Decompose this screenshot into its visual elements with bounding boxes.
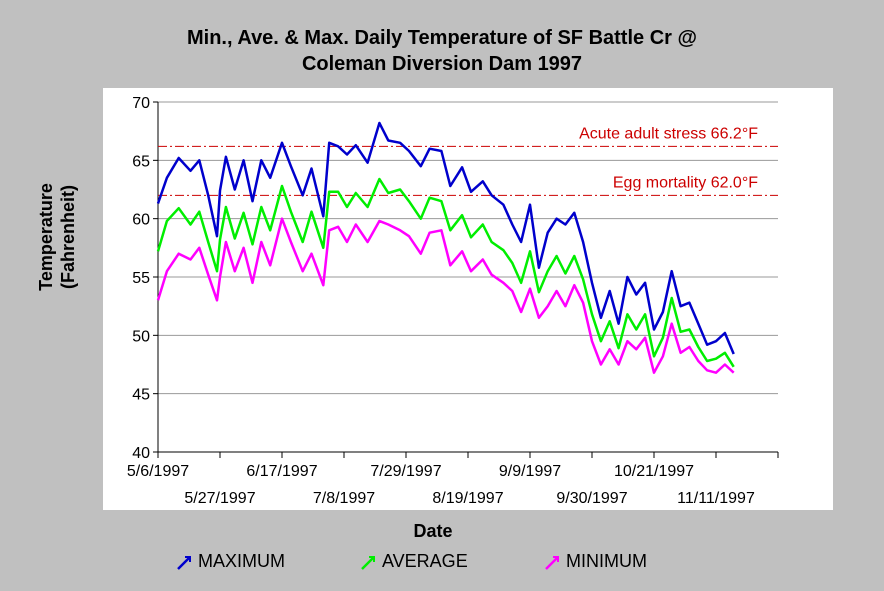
x-tick-label-0: 5/6/1997 (127, 463, 189, 480)
y-tick-label-0: 40 (132, 445, 150, 462)
x-tick-label-5: 8/19/1997 (432, 490, 503, 507)
legend-arrowhead-average (369, 556, 375, 562)
x-tick-label-9: 11/11/1997 (677, 490, 755, 507)
x-tick-label-8: 10/21/1997 (614, 463, 694, 480)
y-tick-label-3: 55 (132, 270, 150, 287)
legend-swatch-average (361, 556, 375, 570)
x-tick-label-1: 5/27/1997 (184, 490, 255, 507)
y-tick-label-1: 45 (132, 387, 150, 404)
series-line-minimum (156, 217, 735, 374)
series-line-maximum (156, 121, 735, 355)
reference-label-0: Acute adult stress 66.2°F (579, 125, 758, 142)
x-tick-label-3: 7/8/1997 (313, 490, 375, 507)
legend-swatch-maximum (177, 556, 191, 570)
legend-arrowhead-minimum (553, 556, 559, 562)
legend-label-maximum: MAXIMUM (198, 551, 285, 571)
series-lines (156, 121, 735, 374)
chart-title-line1: Min., Ave. & Max. Daily Temperature of S… (187, 27, 697, 49)
x-tick-labels: 5/6/1997 5/27/1997 6/17/1997 7/8/1997 7/29/1… (127, 452, 779, 507)
reference-label-1: Egg mortality 62.0°F (613, 174, 758, 191)
y-tick-label-2: 50 (132, 328, 150, 345)
legend: MAXIMUM AVERAGE MINIMUM (177, 551, 647, 571)
reference-lines: Acute adult stress 66.2°F Egg mortality 6… (158, 125, 778, 196)
y-axis-title-line1: Temperature (36, 183, 56, 291)
plot-panel (103, 88, 833, 510)
legend-label-minimum: MINIMUM (566, 551, 647, 571)
x-tick-label-4: 7/29/1997 (370, 463, 441, 480)
legend-swatch-minimum (545, 556, 559, 570)
y-axis-title-line2: (Fahrenheit) (58, 185, 78, 289)
x-tick-label-6: 9/9/1997 (499, 463, 561, 480)
y-tick-labels: 40 45 50 55 60 65 70 (132, 95, 158, 462)
legend-arrowhead-maximum (185, 556, 191, 562)
chart-title-line2: Coleman Diversion Dam 1997 (302, 53, 582, 75)
x-tick-label-7: 9/30/1997 (556, 490, 627, 507)
y-tick-label-6: 70 (132, 95, 150, 112)
y-tick-label-4: 60 (132, 212, 150, 229)
x-tick-label-2: 6/17/1997 (246, 463, 317, 480)
y-tick-label-5: 65 (132, 153, 150, 170)
x-axis-title: Date (413, 521, 452, 541)
series-line-average (156, 177, 735, 368)
legend-label-average: AVERAGE (382, 551, 468, 571)
